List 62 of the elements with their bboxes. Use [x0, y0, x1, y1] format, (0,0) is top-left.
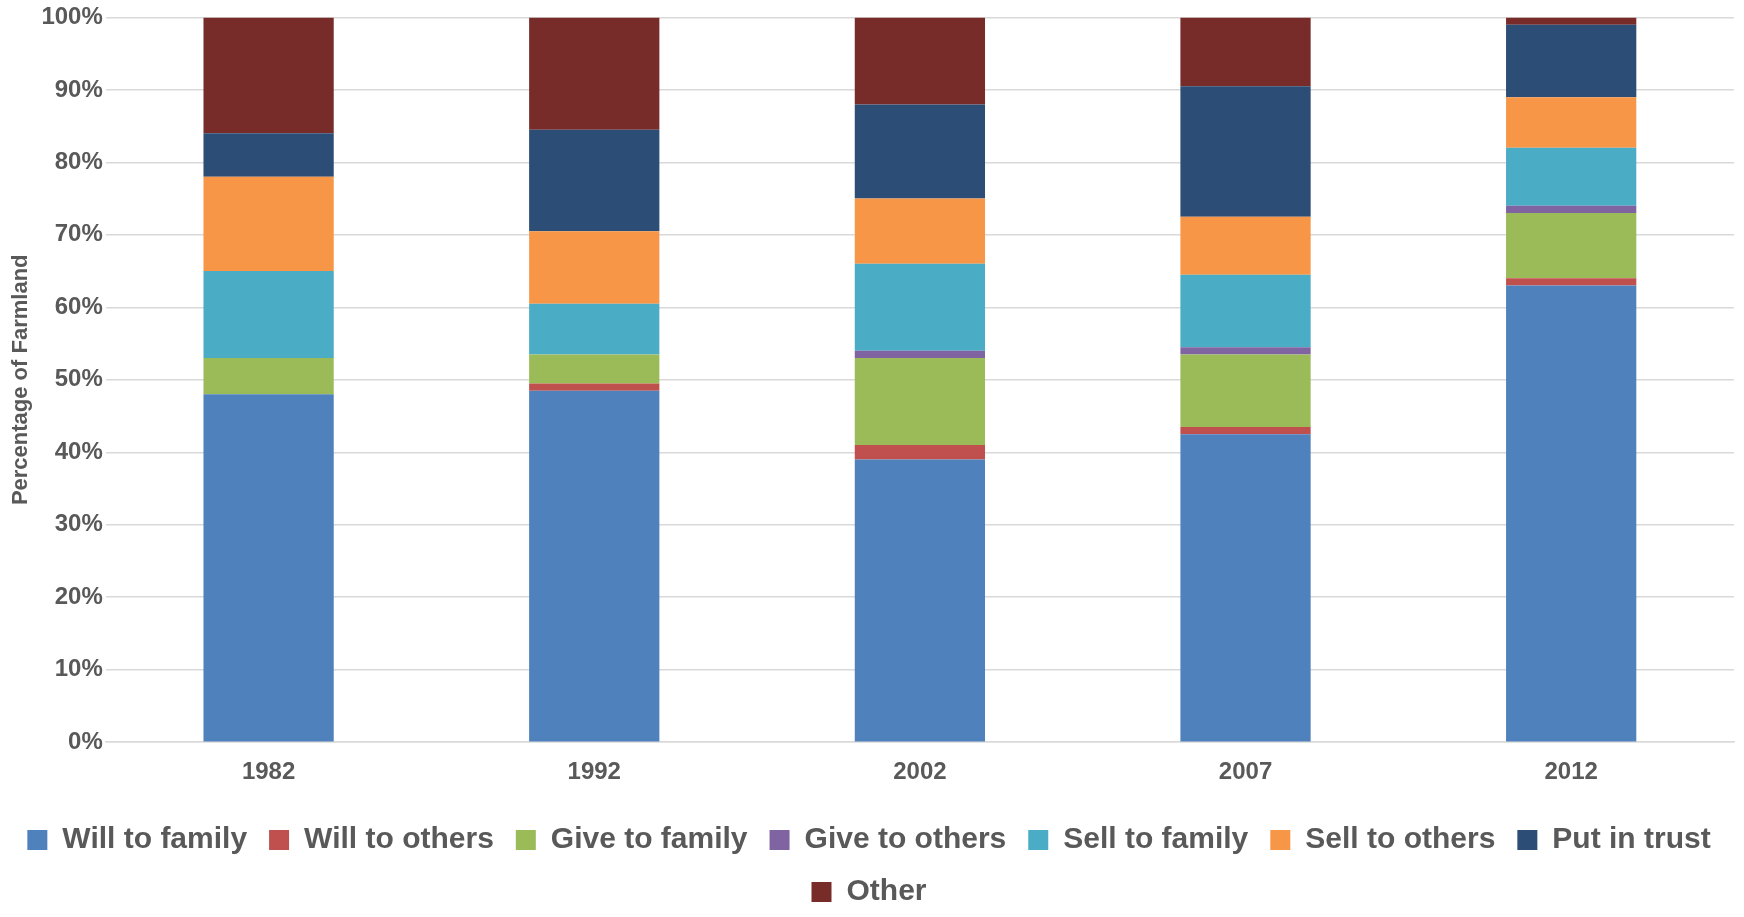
- bar: [203, 176, 334, 272]
- y-tick-label: 40%: [54, 436, 103, 464]
- x-tick-label: 1982: [241, 757, 296, 785]
- bar: [203, 358, 334, 395]
- bar: [1180, 426, 1311, 435]
- bar: [1180, 274, 1311, 348]
- bar: [854, 198, 986, 264]
- bar: [1506, 17, 1637, 25]
- y-tick-label: 60%: [54, 291, 103, 319]
- bar: [1506, 24, 1637, 98]
- x-tick-label: 1992: [567, 757, 621, 785]
- bar: [203, 271, 334, 359]
- legend-label: Give to others: [804, 821, 1007, 855]
- legend-label: Will to others: [304, 821, 494, 855]
- bar: [1180, 86, 1311, 217]
- bar: [854, 104, 986, 199]
- bar: [1506, 285, 1637, 742]
- bar: [529, 354, 660, 384]
- y-tick-label: 50%: [54, 364, 103, 392]
- y-tick-label: 80%: [54, 146, 103, 174]
- bar: [1506, 278, 1637, 286]
- bar: [1180, 216, 1311, 275]
- y-axis-title: Percentage of Farmland: [7, 254, 33, 506]
- bar: [529, 231, 660, 304]
- y-tick-label: 20%: [54, 581, 103, 609]
- bar: [529, 390, 660, 742]
- bar: [1180, 17, 1311, 87]
- legend-label: Other: [846, 873, 927, 907]
- legend-label: Sell to family: [1063, 821, 1249, 855]
- bar: [1180, 354, 1311, 427]
- bar: [1506, 213, 1637, 279]
- bar: [854, 17, 986, 105]
- legend-label: Give to family: [550, 821, 748, 855]
- bar: [1506, 97, 1637, 148]
- legend-label: Will to family: [62, 821, 248, 855]
- bar: [529, 17, 660, 130]
- x-tick-label: 2002: [893, 757, 947, 785]
- y-tick-label: 0%: [68, 726, 103, 754]
- y-tick-label: 90%: [54, 74, 103, 102]
- bar: [1180, 347, 1311, 355]
- y-tick-label: 10%: [54, 654, 103, 682]
- x-tick-label: 2012: [1544, 757, 1598, 785]
- bar: [1506, 205, 1637, 214]
- bar: [854, 459, 986, 742]
- y-tick-label: 100%: [41, 2, 103, 30]
- bar: [203, 17, 334, 134]
- x-tick-label: 2007: [1218, 757, 1273, 785]
- bar: [529, 129, 660, 232]
- bar: [854, 350, 986, 359]
- bar: [203, 133, 334, 177]
- legend-label: Put in trust: [1552, 821, 1711, 855]
- bar: [1180, 434, 1311, 742]
- bar: [854, 263, 986, 351]
- bar: [203, 394, 334, 742]
- y-tick-label: 70%: [54, 219, 103, 247]
- y-tick-label: 30%: [54, 509, 103, 537]
- bar: [529, 303, 660, 355]
- bar: [854, 358, 986, 446]
- bar: [1506, 147, 1637, 206]
- bar: [854, 445, 986, 460]
- bar: [529, 383, 660, 391]
- legend-label: Sell to others: [1305, 821, 1496, 855]
